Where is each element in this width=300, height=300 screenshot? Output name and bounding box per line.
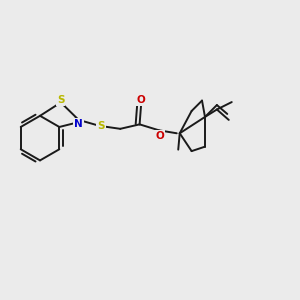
Text: O: O: [155, 131, 164, 141]
Text: S: S: [97, 121, 105, 131]
Text: S: S: [57, 95, 64, 105]
Text: N: N: [74, 119, 83, 129]
Text: O: O: [137, 95, 146, 105]
